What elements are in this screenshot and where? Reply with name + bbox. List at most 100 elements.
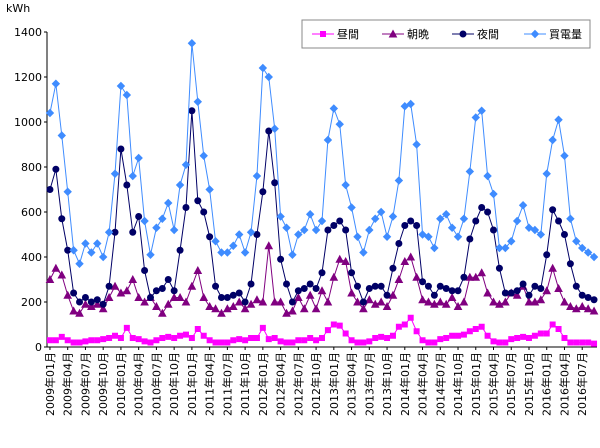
marker <box>163 299 173 308</box>
marker <box>104 228 114 237</box>
marker <box>81 299 90 308</box>
marker <box>453 232 463 241</box>
marker <box>94 337 101 344</box>
marker <box>449 332 456 339</box>
marker <box>406 252 416 261</box>
marker <box>217 248 226 257</box>
y-tick-label: 600 <box>21 206 42 219</box>
marker <box>75 259 84 268</box>
marker <box>477 268 487 277</box>
marker <box>259 188 267 196</box>
marker <box>549 206 557 214</box>
marker <box>212 339 219 346</box>
marker <box>436 214 445 223</box>
marker <box>288 306 297 315</box>
marker <box>81 239 90 248</box>
marker <box>81 294 89 301</box>
x-tick-label: 2013年07月 <box>362 352 376 416</box>
marker <box>435 297 445 306</box>
x-tick-label: 2011年07月 <box>220 352 234 416</box>
legend-label: 夜間 <box>477 27 499 41</box>
marker <box>217 294 225 301</box>
marker <box>441 210 451 219</box>
marker <box>437 336 444 343</box>
marker <box>129 335 136 341</box>
marker <box>508 336 515 343</box>
marker <box>536 230 546 239</box>
marker <box>359 304 368 313</box>
marker <box>175 292 185 301</box>
marker <box>157 308 167 317</box>
marker <box>341 256 350 265</box>
marker <box>46 337 53 344</box>
marker <box>501 289 509 297</box>
marker <box>116 81 126 91</box>
marker <box>359 248 368 257</box>
marker <box>531 282 539 290</box>
x-tick-label: 2009年04月 <box>61 352 75 416</box>
marker <box>223 294 231 301</box>
marker <box>536 295 546 304</box>
marker <box>46 186 54 193</box>
marker <box>193 265 203 274</box>
legend-marker <box>530 29 540 39</box>
marker <box>323 135 333 145</box>
y-axis-label: kWh <box>6 2 30 15</box>
marker <box>181 160 191 169</box>
marker <box>253 335 260 341</box>
marker <box>87 298 95 306</box>
marker <box>584 294 592 301</box>
marker <box>447 223 457 232</box>
marker <box>69 306 78 315</box>
marker <box>431 339 438 346</box>
marker <box>370 299 380 308</box>
marker <box>283 280 291 288</box>
marker <box>566 214 575 223</box>
marker <box>471 113 480 122</box>
marker <box>57 131 66 140</box>
marker <box>294 230 303 239</box>
marker <box>543 330 550 337</box>
marker <box>472 217 480 225</box>
marker <box>378 333 385 340</box>
marker <box>572 237 581 246</box>
marker <box>200 208 208 216</box>
marker <box>177 332 184 339</box>
marker <box>330 321 337 328</box>
marker <box>98 304 108 313</box>
marker <box>247 280 255 288</box>
marker <box>205 301 214 310</box>
marker <box>412 140 421 149</box>
marker <box>395 240 403 247</box>
marker <box>69 246 78 255</box>
marker <box>319 335 325 341</box>
marker <box>317 216 327 226</box>
marker <box>353 232 362 241</box>
marker <box>217 308 226 317</box>
marker <box>252 171 262 181</box>
marker <box>253 231 261 238</box>
marker <box>413 328 420 335</box>
marker <box>117 145 125 153</box>
marker <box>489 189 498 199</box>
marker <box>218 339 225 346</box>
marker <box>590 296 598 304</box>
marker <box>483 288 492 297</box>
marker <box>554 115 563 124</box>
marker <box>146 294 154 301</box>
marker <box>294 287 302 295</box>
marker <box>377 282 385 290</box>
marker <box>99 300 107 308</box>
marker <box>335 254 345 263</box>
marker <box>424 232 433 241</box>
marker <box>200 332 207 339</box>
marker <box>537 330 544 337</box>
marker <box>400 256 410 265</box>
marker <box>277 338 284 345</box>
marker <box>384 335 391 341</box>
marker <box>335 120 344 129</box>
marker <box>443 335 450 341</box>
marker <box>418 230 427 239</box>
marker <box>259 324 266 331</box>
marker <box>548 135 557 145</box>
